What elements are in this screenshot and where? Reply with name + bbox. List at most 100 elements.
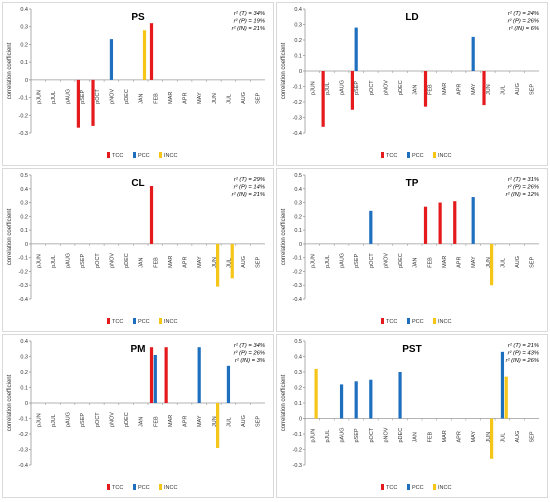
x-tick-label: pAUG	[340, 80, 346, 95]
x-tick-label: pJUN	[36, 254, 42, 268]
legend-swatch-pcc	[407, 152, 410, 158]
x-tick-label: pOCT	[95, 412, 101, 427]
x-tick-label: APR	[457, 257, 463, 268]
y-tick-label: 0.3	[294, 370, 302, 376]
bar-tcc-mar	[164, 347, 168, 403]
y-tick-label: 0.2	[20, 214, 28, 220]
x-tick-label: pAUG	[66, 89, 72, 104]
x-tick-label: FEB	[427, 84, 433, 95]
y-tick-label: 0.1	[294, 54, 302, 60]
x-tick-label: JAN	[139, 417, 145, 427]
y-axis-label: correlation coefficient	[281, 208, 287, 265]
chart-panel-pm: -0.4 -0.3 -0.2 -0.1 0 0.1 0.2 0.3 0.4 correlation…	[2, 334, 274, 498]
chart-ps: -0.3 -0.2 -0.1 0 0.1 0.2 0.3 0.4 correlation coe…	[7, 7, 265, 159]
chart-panel-cl: -0.4 -0.3 -0.2 -0.1 0 0.1 0.2 0.3 0.4 0.5 correlat…	[2, 168, 274, 332]
bar-pcc-pdec	[398, 372, 402, 419]
y-tick-label: -0.1	[19, 96, 28, 102]
legend-label-pcc: PCC	[412, 153, 424, 159]
y-tick-label: -0.2	[19, 269, 28, 275]
x-tick-label: pSEP	[80, 89, 86, 103]
bar-pcc-may	[197, 347, 201, 403]
y-tick-label: -0.3	[293, 463, 302, 469]
y-tick-label: 0.1	[20, 386, 28, 392]
x-tick-label: pOCT	[369, 253, 375, 268]
y-tick-label: 0.2	[20, 42, 28, 48]
y-tick-label: 0.5	[20, 173, 28, 179]
legend-swatch-tcc	[381, 318, 384, 324]
bar-pcc-may	[471, 36, 475, 71]
x-tick-label: SEP	[256, 93, 262, 104]
bar-tcc-mar	[438, 202, 442, 244]
chart-title: PST	[402, 344, 421, 355]
y-tick-label: -0.3	[293, 283, 302, 289]
x-tick-label: JUN	[486, 84, 492, 95]
x-tick-label: JAN	[139, 257, 145, 267]
bar-pcc-paug	[339, 384, 344, 419]
x-tick-label: APR	[183, 257, 189, 268]
bar-incc-jan	[142, 30, 147, 80]
x-tick-label: JAN	[413, 257, 419, 267]
x-tick-label: pJUN	[36, 413, 42, 427]
bar-tcc-jun	[482, 71, 486, 106]
bar-tcc-psep	[76, 79, 80, 128]
x-tick-label: pNOV	[109, 89, 115, 104]
x-tick-label: MAY	[197, 256, 203, 268]
chart-tp: -0.4 -0.3 -0.2 -0.1 0 0.1 0.2 0.3 0.4 0.5 correlat…	[281, 173, 539, 325]
x-tick-label: pJUL	[51, 255, 57, 268]
x-tick-label: pDEC	[398, 253, 404, 268]
x-tick-label: pDEC	[398, 428, 404, 443]
r2-stat: r² (IN) = 3%	[235, 358, 265, 364]
x-tick-label: pJUL	[325, 255, 331, 268]
legend-label-tcc: TCC	[386, 319, 397, 325]
x-tick-label: SEP	[256, 257, 262, 268]
legend-label-incc: INCC	[164, 485, 177, 491]
y-tick-label: 0.3	[294, 201, 302, 207]
legend-label-pcc: PCC	[138, 485, 150, 491]
bar-tcc-feb	[423, 206, 428, 244]
x-tick-label: SEP	[530, 257, 536, 268]
r2-stat: r² (P) = 26%	[234, 351, 265, 357]
x-tick-label: JUL	[226, 417, 232, 427]
x-tick-label: pOCT	[95, 253, 101, 268]
x-tick-label: pAUG	[340, 428, 346, 443]
y-tick-label: 0	[299, 417, 302, 423]
y-tick-label: 0.4	[294, 7, 302, 13]
legend-swatch-pcc	[407, 318, 410, 324]
x-tick-label: pJUN	[310, 429, 316, 443]
chart-panel-tp: -0.4 -0.3 -0.2 -0.1 0 0.1 0.2 0.3 0.4 0.5 correlat…	[276, 168, 548, 332]
legend-label-tcc: TCC	[386, 153, 397, 159]
y-tick-label: -0.2	[293, 448, 302, 454]
legend-swatch-incc	[159, 318, 162, 324]
legend-swatch-pcc	[133, 484, 136, 490]
legend-label-tcc: TCC	[112, 319, 123, 325]
y-tick-label: 0.4	[20, 187, 28, 193]
x-tick-label: pDEC	[124, 89, 130, 104]
y-tick-label: 0.4	[20, 7, 28, 13]
legend-swatch-incc	[433, 152, 436, 158]
chart-ld: -0.4 -0.3 -0.2 -0.1 0 0.1 0.2 0.3 0.4 correlation…	[281, 7, 539, 159]
legend-swatch-pcc	[133, 152, 136, 158]
legend-label-incc: INCC	[438, 485, 451, 491]
y-tick-label: 0	[299, 69, 302, 75]
r2-stat: r² (T) = 31%	[508, 177, 539, 183]
x-tick-label: pSEP	[354, 428, 360, 442]
x-tick-label: FEB	[427, 257, 433, 268]
x-tick-label: AUG	[515, 431, 521, 443]
y-axis-label: correlation coefficient	[7, 208, 13, 265]
legend-swatch-incc	[159, 152, 162, 158]
x-tick-label: pDEC	[124, 412, 130, 427]
y-tick-label: 0.4	[294, 355, 302, 361]
x-tick-label: pOCT	[95, 89, 101, 104]
y-tick-label: -0.2	[293, 269, 302, 275]
x-tick-label: FEB	[153, 257, 159, 268]
x-tick-label: pNOV	[383, 427, 389, 442]
y-tick-label: 0	[25, 401, 28, 407]
bar-incc-jun	[216, 243, 220, 287]
x-tick-label: JUN	[212, 257, 218, 268]
chart-title: LD	[405, 12, 418, 23]
y-tick-label: 0.4	[294, 187, 302, 193]
y-tick-label: -0.4	[293, 131, 302, 137]
chart-title: TP	[406, 178, 419, 189]
x-tick-label: JUL	[226, 258, 232, 268]
legend-label-pcc: PCC	[138, 319, 150, 325]
